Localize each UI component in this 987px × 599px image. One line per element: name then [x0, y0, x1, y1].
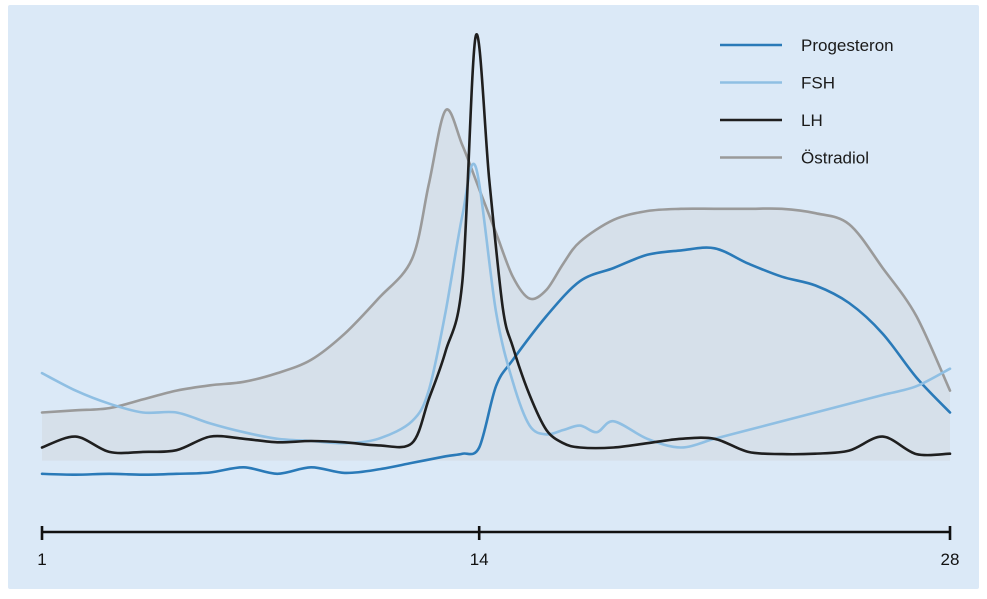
x-tick-label-1: 1 [37, 550, 46, 569]
x-tick-label-14: 14 [470, 550, 489, 569]
series-line-lh [40, 33, 952, 457]
shaded-area-layer [42, 109, 950, 461]
series-line-fsh [40, 162, 952, 449]
legend-item-progesteron: Progesteron [720, 36, 894, 55]
legend-item-fsh: FSH [720, 74, 835, 93]
legend-item-lh: LH [720, 111, 823, 130]
x-axis: 1 14 28 [37, 526, 959, 569]
series-lines-layer [40, 33, 952, 476]
legend-label-oestradiol: Östradiol [801, 149, 869, 168]
legend-label-lh: LH [801, 111, 823, 130]
legend: Progesteron FSH LH Östradiol [720, 36, 894, 168]
shaded-area-oestradiol [42, 109, 950, 461]
series-line-oestradiol [40, 108, 952, 414]
legend-label-progesteron: Progesteron [801, 36, 894, 55]
x-tick-label-28: 28 [941, 550, 960, 569]
series-line-progesteron [40, 246, 952, 476]
legend-item-oestradiol: Östradiol [720, 149, 869, 168]
legend-label-fsh: FSH [801, 74, 835, 93]
